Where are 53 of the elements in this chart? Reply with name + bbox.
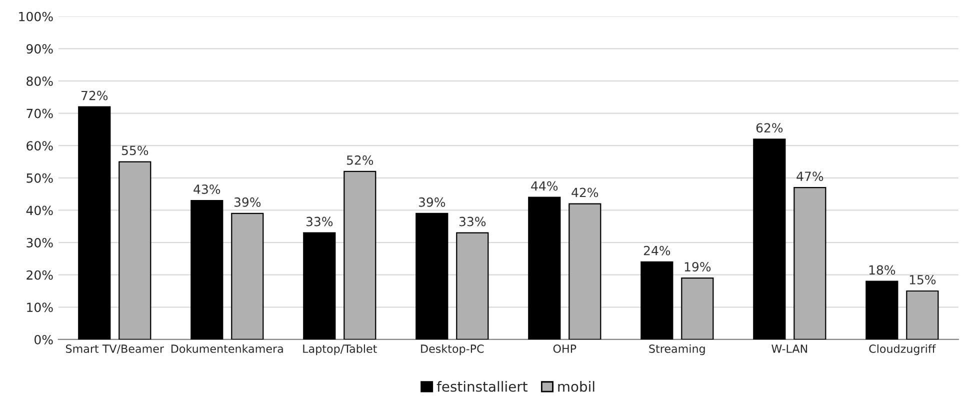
data-label: 42% — [572, 188, 598, 198]
x-tick-label: W-LAN — [772, 344, 808, 353]
y-tick-label: 40% — [26, 206, 53, 216]
x-tick-label: Smart TV/Beamer — [66, 344, 164, 354]
data-label: 15% — [910, 274, 936, 284]
bar — [416, 212, 448, 340]
y-tick-label: 80% — [26, 76, 53, 86]
bar — [231, 212, 264, 340]
bar — [78, 106, 111, 340]
x-tick-label: Dokumentenkamera — [171, 344, 283, 353]
legend-label: festinstalliert — [436, 381, 528, 392]
y-tick-label: 10% — [27, 302, 53, 312]
bar — [794, 187, 826, 340]
data-label: 44% — [531, 181, 558, 191]
bar — [640, 261, 674, 340]
bar — [190, 200, 224, 340]
y-tick-label: 70% — [26, 108, 53, 118]
bar — [118, 161, 152, 340]
data-label: 47% — [796, 172, 824, 182]
bar — [681, 278, 714, 340]
data-label: 43% — [194, 184, 220, 194]
bar — [866, 280, 898, 340]
y-tick-label: 90% — [26, 44, 53, 54]
x-tick-label: Cloudzugriff — [869, 344, 936, 356]
data-label: 33% — [459, 216, 486, 226]
data-label: 62% — [756, 123, 783, 133]
y-tick-label: 100% — [19, 12, 53, 22]
y-tick-label: 30% — [26, 238, 53, 248]
y-tick-label: 50% — [26, 173, 53, 183]
bar — [344, 170, 376, 340]
data-label: 33% — [306, 216, 333, 226]
x-tick-label: OHP — [553, 344, 576, 353]
data-label: 19% — [684, 262, 711, 272]
x-tick-label: Laptop/Tablet — [303, 344, 377, 356]
bar — [906, 290, 939, 340]
x-tick-label: Desktop-PC — [421, 344, 484, 356]
y-tick-label: 0% — [34, 334, 53, 344]
bar — [753, 138, 786, 340]
data-label: 24% — [644, 246, 670, 256]
data-label: 18% — [869, 265, 896, 275]
bar — [528, 196, 561, 340]
data-label: 39% — [234, 197, 261, 207]
bar — [456, 232, 489, 340]
bar — [303, 232, 336, 340]
data-label: 52% — [346, 155, 374, 165]
y-tick-label: 60% — [26, 141, 53, 151]
x-tick-label: Streaming — [649, 344, 705, 356]
data-label: 39% — [418, 197, 446, 207]
y-tick-label: 20% — [26, 270, 53, 280]
bar — [568, 203, 602, 340]
legend-label: mobil — [558, 381, 594, 392]
data-label: 55% — [122, 146, 148, 156]
data-label: 72% — [82, 90, 108, 100]
